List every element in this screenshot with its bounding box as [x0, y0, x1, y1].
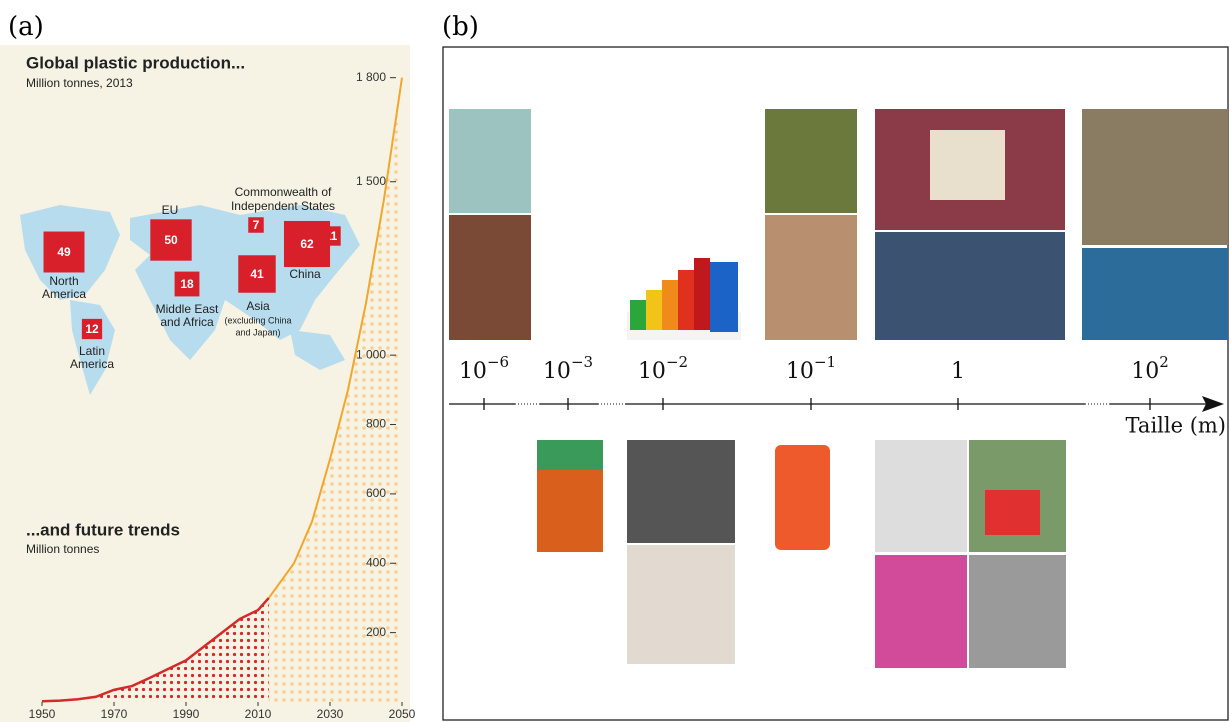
region-value: 62	[300, 237, 314, 251]
region-label: North	[49, 274, 78, 288]
region-label: China	[289, 267, 321, 281]
y-tick-label: 200	[366, 625, 386, 639]
panel-label: (b)	[442, 12, 479, 42]
region-label: Middle East	[156, 302, 219, 316]
scale-base: 1	[951, 359, 965, 384]
scale-exponent: −6	[487, 353, 509, 371]
x-tick-label: 1970	[101, 707, 128, 721]
scale-exponent: 2	[1159, 353, 1169, 371]
scale-base: 10	[1131, 359, 1159, 384]
y-tick-label: 400	[366, 555, 386, 569]
region-box	[43, 231, 85, 273]
region-note: and Japan)	[235, 327, 280, 337]
region-label: EU	[162, 203, 179, 217]
chart-title: Global plastic production...	[26, 53, 245, 72]
y-tick-label: 1 500	[356, 174, 386, 188]
chart-subtitle: Million tonnes, 2013	[26, 76, 133, 90]
scale-exponent: −1	[814, 353, 836, 371]
photos	[449, 109, 1228, 668]
region-value: 41	[250, 267, 264, 281]
scale-tick-label: 102	[1131, 353, 1169, 384]
annotation-subtitle: Million tonnes	[26, 542, 99, 556]
region-label: Asia	[246, 299, 270, 313]
x-tick-label: 2030	[317, 707, 344, 721]
region-label: and Africa	[160, 315, 214, 329]
scale-base: 10	[543, 359, 571, 384]
scale-exponent: −3	[571, 353, 593, 371]
region-label: Latin	[79, 344, 105, 358]
annotation: ...and future trends	[26, 520, 180, 539]
region-value: 49	[57, 245, 71, 259]
y-tick-label: 1 800	[356, 70, 386, 84]
scale-base: 10	[786, 359, 814, 384]
y-tick-label: 800	[366, 417, 386, 431]
line	[41, 597, 270, 703]
panel-b-frame	[442, 46, 1229, 721]
y-tick-label: 600	[366, 486, 386, 500]
scale-base: 10	[459, 359, 487, 384]
region-note: (excluding China	[224, 315, 291, 325]
region-label: Independent States	[231, 199, 335, 213]
scale-tick-label: 10−3	[543, 353, 593, 384]
line	[267, 77, 403, 599]
region-box	[248, 217, 264, 233]
region-box	[81, 318, 103, 340]
scale-tick-label: 10−2	[638, 353, 688, 384]
scale-exponent: −2	[666, 353, 688, 371]
scale-base: 10	[638, 359, 666, 384]
region-box	[150, 219, 192, 261]
region-box	[174, 271, 200, 297]
scale-tick-label: 10−1	[786, 353, 836, 384]
y-tick-label: 1 000	[356, 347, 386, 361]
x-tick-label: 1950	[29, 707, 56, 721]
panel-label: (a)	[8, 12, 44, 42]
x-tick-label: 2050	[389, 707, 416, 721]
region-label: America	[70, 357, 114, 371]
scale-tick-label: 10−6	[459, 353, 509, 384]
region-box	[283, 220, 331, 268]
region-value: 12	[85, 322, 99, 336]
area-fill	[42, 597, 269, 702]
region-label: Commonwealth of	[235, 185, 332, 199]
axis-arrow	[1202, 396, 1224, 412]
region-box	[238, 255, 276, 293]
region-value: 50	[164, 233, 178, 247]
x-tick-label: 2010	[245, 707, 272, 721]
region-label: America	[42, 287, 86, 301]
x-tick-label: 1990	[173, 707, 200, 721]
region-value: 18	[180, 277, 194, 291]
scale-tick-label: 1	[951, 359, 965, 384]
region-value: 7	[253, 218, 260, 232]
axis-label: Taille (m)	[1126, 414, 1226, 438]
